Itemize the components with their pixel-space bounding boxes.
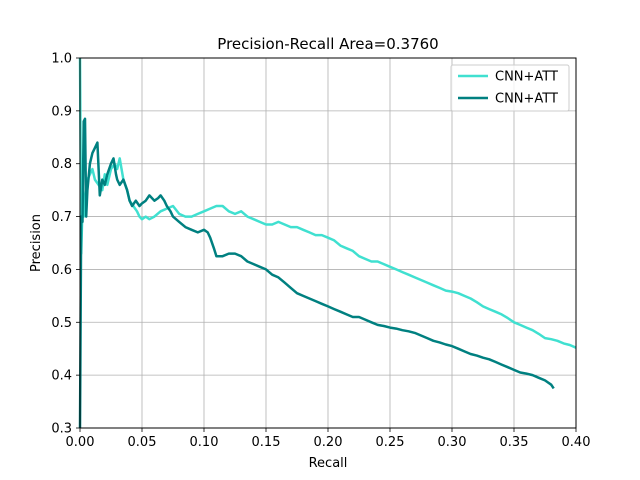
x-tick-label: 0.25 [376, 435, 405, 450]
series-line-1 [78, 57, 577, 349]
x-tick-label: 0.00 [66, 435, 95, 450]
x-tick-label: 0.15 [252, 435, 281, 450]
x-tick-label: 0.10 [190, 435, 219, 450]
y-tick-label: 1.0 [51, 52, 72, 67]
y-axis-ticks: 0.3 0.4 0.5 0.6 0.7 0.8 0.9 1.0 [51, 52, 80, 437]
y-tick-label: 0.8 [51, 157, 72, 172]
x-axis-ticks: 0.00 0.05 0.10 0.15 0.20 0.25 0.30 0.35 0.40 [66, 428, 591, 450]
legend-label-series-1: CNN+ATT [495, 70, 558, 85]
legend: CNN+ATT CNN+ATT [450, 64, 570, 112]
y-axis-label: Precision [29, 214, 44, 272]
legend-label-series-2: CNN+ATT [495, 92, 558, 107]
x-tick-label: 0.40 [562, 435, 591, 450]
x-tick-label: 0.30 [438, 435, 467, 450]
x-tick-label: 0.05 [128, 435, 157, 450]
y-tick-label: 0.6 [51, 263, 72, 278]
chart-title: Precision-Recall Area=0.3760 [217, 35, 438, 53]
x-tick-label: 0.35 [500, 435, 529, 450]
x-tick-label: 0.20 [314, 435, 343, 450]
series-line-2 [78, 117, 555, 429]
y-tick-label: 0.3 [51, 422, 72, 437]
y-tick-label: 0.4 [51, 369, 72, 384]
x-axis-label: Recall [309, 456, 348, 471]
series-lines [78, 57, 577, 429]
y-tick-label: 0.5 [51, 316, 72, 331]
y-tick-label: 0.7 [51, 210, 72, 225]
y-tick-label: 0.9 [51, 104, 72, 119]
